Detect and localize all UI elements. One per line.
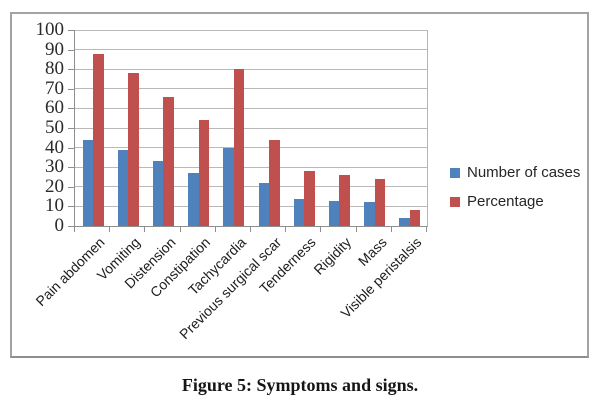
- bar-percentage: [374, 178, 386, 226]
- bar-cases: [364, 202, 375, 226]
- gridline: [75, 205, 427, 207]
- gridline: [75, 49, 427, 51]
- bar-cases: [293, 198, 305, 226]
- bar-percentage: [409, 210, 421, 226]
- bar-cases: [328, 200, 340, 226]
- bar-cases: [117, 149, 129, 226]
- x-axis-tick: [390, 226, 392, 232]
- x-axis-tick: [426, 226, 427, 232]
- bar-percentage: [128, 73, 139, 226]
- bar-cases: [188, 173, 199, 226]
- legend-swatch: [450, 167, 460, 178]
- gridline: [75, 186, 427, 188]
- y-axis-tick-label: 60: [45, 97, 64, 119]
- y-axis-tick-label: 50: [45, 117, 64, 138]
- legend-label: Number of cases: [467, 164, 581, 181]
- x-axis-tick: [355, 226, 357, 232]
- bar-cases: [258, 182, 269, 226]
- x-axis-tick: [144, 226, 146, 232]
- category-label: Rigidity: [310, 234, 355, 278]
- y-axis-tick: [68, 69, 75, 71]
- bar-percentage: [269, 139, 280, 226]
- y-axis-tick-label: 100: [35, 19, 65, 40]
- x-axis-tick: [214, 226, 216, 232]
- figure-caption: Figure 5: Symptoms and signs.: [181, 375, 419, 395]
- chart-frame: 0 10 20 30 40 50 60 70 80 90 100 Pain abdomen Vomit…: [10, 12, 589, 358]
- legend-swatch: [450, 196, 460, 207]
- bar-percentage: [233, 69, 245, 226]
- bar-percentage: [163, 96, 174, 226]
- y-axis-tick-label: 10: [45, 195, 64, 217]
- x-axis-tick: [74, 226, 75, 232]
- bar-percentage: [198, 120, 210, 226]
- y-axis-tick: [68, 128, 75, 129]
- bar-percentage: [93, 53, 104, 226]
- legend-entry-cases: Number of cases: [450, 164, 580, 181]
- y-axis-tick: [68, 186, 75, 188]
- y-axis-tick: [68, 108, 75, 110]
- bar-cases: [152, 161, 164, 226]
- x-axis-tick: [179, 226, 181, 232]
- y-axis-tick: [68, 206, 75, 208]
- bar-percentage: [304, 171, 315, 226]
- y-axis-tick: [68, 49, 75, 51]
- x-axis-tick: [109, 226, 111, 232]
- legend-label: Percentage: [467, 193, 544, 210]
- bar-cases: [399, 218, 410, 226]
- gridline: [75, 127, 427, 129]
- bar-percentage: [339, 175, 350, 226]
- y-axis-tick-label: 0: [54, 215, 65, 236]
- gridline: [75, 147, 427, 149]
- y-axis-tick: [68, 88, 75, 90]
- bar-cases: [82, 139, 93, 226]
- y-axis-tick-label: 90: [45, 38, 64, 60]
- gridline: [75, 68, 427, 70]
- bar-cases: [223, 147, 234, 226]
- y-axis-tick: [68, 30, 75, 31]
- y-axis-tick-label: 70: [45, 77, 64, 99]
- plot-area: [74, 29, 428, 227]
- y-axis-tick: [68, 226, 75, 227]
- gridline: [75, 88, 427, 90]
- y-axis-tick: [68, 167, 75, 169]
- x-axis-tick: [250, 226, 251, 232]
- y-axis-tick-label: 20: [45, 175, 64, 197]
- gridline: [75, 166, 427, 168]
- y-axis-tick-label: 80: [45, 58, 64, 80]
- x-axis-tick: [320, 226, 322, 232]
- gridline: [75, 29, 427, 31]
- y-axis-tick: [68, 147, 75, 149]
- y-axis-tick-label: 40: [45, 136, 64, 158]
- x-axis-tick: [285, 226, 287, 232]
- legend-entry-percentage: Percentage: [450, 193, 544, 210]
- gridline: [75, 107, 427, 109]
- y-axis-tick-label: 30: [45, 156, 64, 178]
